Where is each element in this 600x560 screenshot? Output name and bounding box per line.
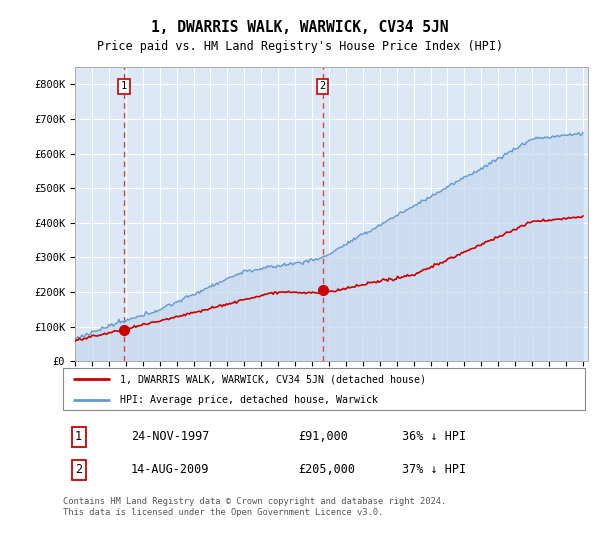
Text: 14-AUG-2009: 14-AUG-2009 xyxy=(131,463,209,476)
Text: 24-NOV-1997: 24-NOV-1997 xyxy=(131,430,209,444)
Text: Price paid vs. HM Land Registry's House Price Index (HPI): Price paid vs. HM Land Registry's House … xyxy=(97,40,503,53)
Text: 37% ↓ HPI: 37% ↓ HPI xyxy=(403,463,466,476)
Text: £91,000: £91,000 xyxy=(298,430,348,444)
Text: 1, DWARRIS WALK, WARWICK, CV34 5JN: 1, DWARRIS WALK, WARWICK, CV34 5JN xyxy=(151,20,449,35)
Text: 1, DWARRIS WALK, WARWICK, CV34 5JN (detached house): 1, DWARRIS WALK, WARWICK, CV34 5JN (deta… xyxy=(121,374,427,384)
Text: 1: 1 xyxy=(75,430,82,444)
FancyBboxPatch shape xyxy=(63,368,585,410)
Text: 2: 2 xyxy=(75,463,82,476)
Text: HPI: Average price, detached house, Warwick: HPI: Average price, detached house, Warw… xyxy=(121,395,379,405)
Text: 2: 2 xyxy=(319,81,326,91)
Text: 1: 1 xyxy=(121,81,127,91)
Text: 36% ↓ HPI: 36% ↓ HPI xyxy=(403,430,466,444)
Text: £205,000: £205,000 xyxy=(298,463,355,476)
Text: Contains HM Land Registry data © Crown copyright and database right 2024.
This d: Contains HM Land Registry data © Crown c… xyxy=(63,497,446,516)
